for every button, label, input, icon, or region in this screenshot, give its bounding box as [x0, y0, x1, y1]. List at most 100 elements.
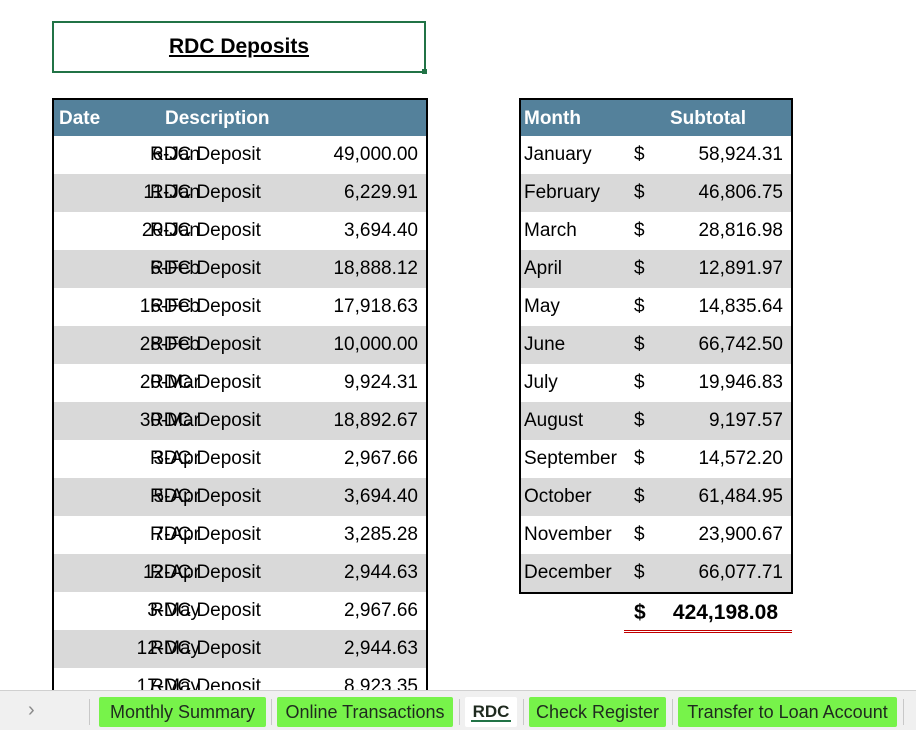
table-row[interactable]: 7-Apr RDC Deposit 3,285.28: [54, 516, 426, 554]
description-cell[interactable]: RDC Deposit: [150, 372, 261, 393]
date-cell[interactable]: 12-Apr: [142, 562, 200, 583]
subtotal-cell[interactable]: 12,891.97: [698, 258, 783, 279]
date-cell[interactable]: 3-Apr: [153, 448, 200, 469]
amount-cell[interactable]: 2,967.66: [344, 448, 418, 469]
chevron-right-icon[interactable]: ›: [28, 699, 35, 721]
month-cell[interactable]: May: [524, 296, 560, 317]
table-row[interactable]: 3-May RDC Deposit 2,967.66: [54, 592, 426, 630]
amount-cell[interactable]: 9,924.31: [344, 372, 418, 393]
table-row[interactable]: 28-Feb RDC Deposit 10,000.00: [54, 326, 426, 364]
date-cell[interactable]: 3-May: [147, 600, 200, 621]
description-cell[interactable]: RDC Deposit: [150, 638, 261, 659]
amount-cell[interactable]: 2,944.63: [344, 638, 418, 659]
date-cell[interactable]: 16-Feb: [139, 296, 200, 317]
amount-cell[interactable]: 18,888.12: [333, 258, 418, 279]
subtotal-cell[interactable]: 46,806.75: [698, 182, 783, 203]
subtotal-cell[interactable]: 14,572.20: [698, 448, 783, 469]
description-cell[interactable]: RDC Deposit: [150, 562, 261, 583]
subtotal-cell[interactable]: 19,946.83: [698, 372, 783, 393]
table-row[interactable]: November $23,900.67: [521, 516, 791, 554]
table-row[interactable]: 20-Jan RDC Deposit 3,694.40: [54, 212, 426, 250]
description-column-header[interactable]: Description: [165, 108, 270, 129]
description-cell[interactable]: RDC Deposit: [150, 448, 261, 469]
table-row[interactable]: 16-Feb RDC Deposit 17,918.63: [54, 288, 426, 326]
table-row[interactable]: July $19,946.83: [521, 364, 791, 402]
table-row[interactable]: March $28,816.98: [521, 212, 791, 250]
subtotal-cell[interactable]: 66,742.50: [698, 334, 783, 355]
tab-rdc[interactable]: RDC: [465, 697, 517, 727]
description-cell[interactable]: RDC Deposit: [150, 410, 261, 431]
month-cell[interactable]: October: [524, 486, 592, 507]
date-cell[interactable]: 30-Mar: [139, 410, 200, 431]
table-row[interactable]: 11-Jan RDC Deposit 6,229.91: [54, 174, 426, 212]
table-row[interactable]: 30-Mar RDC Deposit 18,892.67: [54, 402, 426, 440]
description-cell[interactable]: RDC Deposit: [150, 296, 261, 317]
table-row[interactable]: October $61,484.95: [521, 478, 791, 516]
table-row[interactable]: August $9,197.57: [521, 402, 791, 440]
description-cell[interactable]: RDC Deposit: [150, 486, 261, 507]
subtotal-cell[interactable]: 61,484.95: [698, 486, 783, 507]
amount-cell[interactable]: 18,892.67: [333, 410, 418, 431]
title-cell[interactable]: RDC Deposits: [52, 21, 427, 74]
subtotal-cell[interactable]: 66,077.71: [698, 562, 783, 583]
amount-cell[interactable]: 2,944.63: [344, 562, 418, 583]
date-cell[interactable]: 6-Feb: [150, 258, 200, 279]
date-cell[interactable]: 6-Jan: [152, 144, 200, 165]
tab-check-register[interactable]: Check Register: [529, 697, 666, 727]
description-cell[interactable]: RDC Deposit: [150, 144, 261, 165]
amount-cell[interactable]: 10,000.00: [333, 334, 418, 355]
table-row[interactable]: February $46,806.75: [521, 174, 791, 212]
table-row[interactable]: 20-Mar RDC Deposit 9,924.31: [54, 364, 426, 402]
table-row[interactable]: 12-Apr RDC Deposit 2,944.63: [54, 554, 426, 592]
month-cell[interactable]: February: [524, 182, 601, 203]
table-row[interactable]: 12-May RDC Deposit 2,944.63: [54, 630, 426, 668]
date-cell[interactable]: 12-May: [136, 638, 200, 659]
amount-cell[interactable]: 49,000.00: [333, 144, 418, 165]
table-row[interactable]: May $14,835.64: [521, 288, 791, 326]
fill-handle[interactable]: [422, 69, 427, 74]
month-cell[interactable]: December: [524, 562, 612, 583]
table-row[interactable]: January $58,924.31: [521, 136, 791, 174]
tab-online-transactions[interactable]: Online Transactions: [277, 697, 453, 727]
subtotal-cell[interactable]: 58,924.31: [698, 144, 783, 165]
grand-total-cell[interactable]: $ 424,198.08: [624, 600, 792, 633]
date-cell[interactable]: 11-Jan: [143, 182, 200, 203]
table-row[interactable]: April $12,891.97: [521, 250, 791, 288]
tab-monthly-summary[interactable]: Monthly Summary: [99, 697, 266, 727]
description-cell[interactable]: RDC Deposit: [150, 524, 261, 545]
amount-cell[interactable]: 3,694.40: [344, 486, 418, 507]
description-cell[interactable]: RDC Deposit: [150, 258, 261, 279]
subtotal-column-header[interactable]: Subtotal: [670, 108, 746, 129]
subtotal-cell[interactable]: 23,900.67: [698, 524, 783, 545]
subtotal-cell[interactable]: 28,816.98: [698, 220, 783, 241]
month-column-header[interactable]: Month: [524, 108, 581, 129]
month-cell[interactable]: November: [524, 524, 612, 545]
month-cell[interactable]: March: [524, 220, 577, 241]
description-cell[interactable]: RDC Deposit: [150, 220, 261, 241]
date-cell[interactable]: 28-Feb: [139, 334, 200, 355]
description-cell[interactable]: RDC Deposit: [150, 600, 261, 621]
month-cell[interactable]: January: [524, 144, 592, 165]
month-cell[interactable]: June: [524, 334, 566, 355]
month-cell[interactable]: August: [524, 410, 584, 431]
description-cell[interactable]: RDC Deposit: [150, 182, 261, 203]
date-cell[interactable]: 7-Apr: [153, 524, 200, 545]
table-row[interactable]: 6-Jan RDC Deposit 49,000.00: [54, 136, 426, 174]
month-cell[interactable]: April: [524, 258, 563, 279]
table-row[interactable]: 3-Apr RDC Deposit 2,967.66: [54, 440, 426, 478]
table-row[interactable]: 6-Feb RDC Deposit 18,888.12: [54, 250, 426, 288]
date-cell[interactable]: 5-Apr: [153, 486, 200, 507]
table-row[interactable]: September $14,572.20: [521, 440, 791, 478]
table-row[interactable]: June $66,742.50: [521, 326, 791, 364]
description-cell[interactable]: RDC Deposit: [150, 334, 261, 355]
month-cell[interactable]: September: [524, 448, 617, 469]
amount-cell[interactable]: 2,967.66: [344, 600, 418, 621]
date-cell[interactable]: 20-Jan: [141, 220, 200, 241]
amount-cell[interactable]: 3,285.28: [344, 524, 418, 545]
month-cell[interactable]: July: [524, 372, 558, 393]
amount-cell[interactable]: 17,918.63: [333, 296, 418, 317]
date-cell[interactable]: 20-Mar: [139, 372, 200, 393]
subtotal-cell[interactable]: 14,835.64: [698, 296, 783, 317]
amount-cell[interactable]: 6,229.91: [344, 182, 418, 203]
table-row[interactable]: December $66,077.71: [521, 554, 791, 592]
